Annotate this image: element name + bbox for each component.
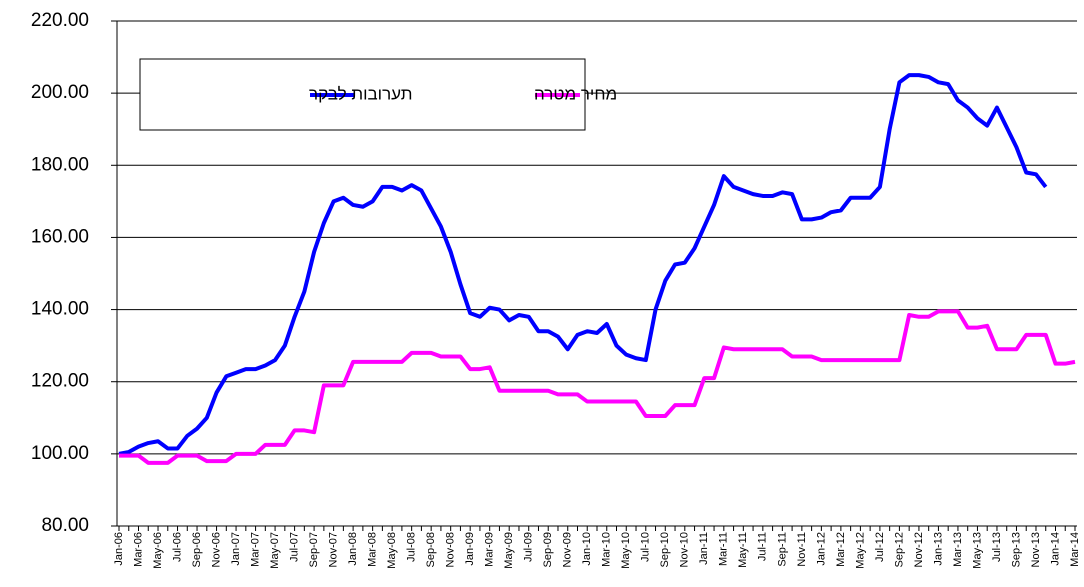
x-tick-label: May-07 — [269, 532, 281, 569]
x-tick-label: Sep-11 — [776, 532, 788, 567]
x-tick-label: Mar-07 — [249, 532, 261, 567]
x-tick-label: May-12 — [854, 532, 866, 569]
x-tick-label: Nov-08 — [445, 532, 457, 567]
x-tick-label: Jul-08 — [406, 532, 418, 562]
x-tick-label: Jan-12 — [815, 532, 827, 566]
x-tick-label: Jan-09 — [464, 532, 476, 566]
x-tick-label: Jan-13 — [932, 532, 944, 566]
x-tick-label: Nov-11 — [796, 532, 808, 567]
x-tick-label: May-08 — [386, 532, 398, 569]
legend-label: תערובות לבקר — [309, 84, 412, 103]
x-tick-label: Mar-09 — [484, 532, 496, 567]
x-tick-label: Jul-12 — [874, 532, 886, 562]
x-tick-label: Mar-10 — [601, 532, 613, 567]
x-tick-label: Jan-08 — [347, 532, 359, 566]
x-tick-label: Mar-13 — [952, 532, 964, 567]
y-tick-label: 100.00 — [31, 443, 89, 464]
x-tick-label: Mar-06 — [132, 532, 144, 567]
x-tick-label: May-06 — [152, 532, 164, 569]
x-tick-label: Mar-14 — [1069, 532, 1081, 567]
x-tick-label: Jan-06 — [113, 532, 125, 566]
x-tick-label: Jul-07 — [288, 532, 300, 562]
x-tick-label: Nov-10 — [679, 532, 691, 567]
x-tick-label: May-09 — [503, 532, 515, 569]
y-tick-label: 200.00 — [31, 82, 89, 103]
x-tick-label: Jul-10 — [640, 532, 652, 562]
x-tick-label: Nov-09 — [562, 532, 574, 567]
x-tick-label: Sep-06 — [191, 532, 203, 567]
x-tick-label: Sep-12 — [893, 532, 905, 567]
x-tick-label: Nov-07 — [328, 532, 340, 567]
x-tick-label: Jul-11 — [757, 532, 769, 561]
x-tick-label: Jan-11 — [698, 532, 710, 565]
x-tick-label: Jul-06 — [171, 532, 183, 562]
y-tick-label: 120.00 — [31, 371, 89, 392]
x-tick-label: Mar-11 — [718, 532, 730, 566]
x-tick-label: Nov-13 — [1030, 532, 1042, 567]
x-tick-label: May-13 — [971, 532, 983, 569]
x-tick-label: Nov-12 — [913, 532, 925, 567]
x-tick-label: Jul-13 — [991, 532, 1003, 562]
x-tick-label: Sep-10 — [659, 532, 671, 567]
y-tick-label: 80.00 — [41, 515, 89, 536]
x-tick-label: Sep-13 — [1010, 532, 1022, 567]
x-tick-label: Jan-10 — [581, 532, 593, 566]
x-tick-label: Jan-14 — [1049, 532, 1061, 566]
x-tick-label: Sep-08 — [425, 532, 437, 567]
x-tick-label: Mar-08 — [367, 532, 379, 567]
x-tick-label: May-10 — [620, 532, 632, 569]
series-line — [118, 73, 1048, 456]
x-tick-label: Sep-07 — [308, 532, 320, 567]
x-tick-label: Nov-06 — [210, 532, 222, 567]
y-tick-label: 180.00 — [31, 154, 89, 175]
legend-box — [139, 58, 586, 131]
x-tick-label: Sep-09 — [542, 532, 554, 567]
series-line — [119, 309, 1076, 465]
x-tick-label: Jan-07 — [230, 532, 242, 566]
x-tick-label: Mar-12 — [835, 532, 847, 567]
x-tick-label: May-11 — [737, 532, 749, 568]
y-tick-label: 140.00 — [31, 299, 89, 320]
legend-label: מחיר מטרה — [534, 84, 617, 103]
x-tick-label: Jul-09 — [523, 532, 535, 562]
y-tick-label: 160.00 — [31, 226, 89, 247]
y-tick-label: 220.00 — [31, 10, 89, 31]
